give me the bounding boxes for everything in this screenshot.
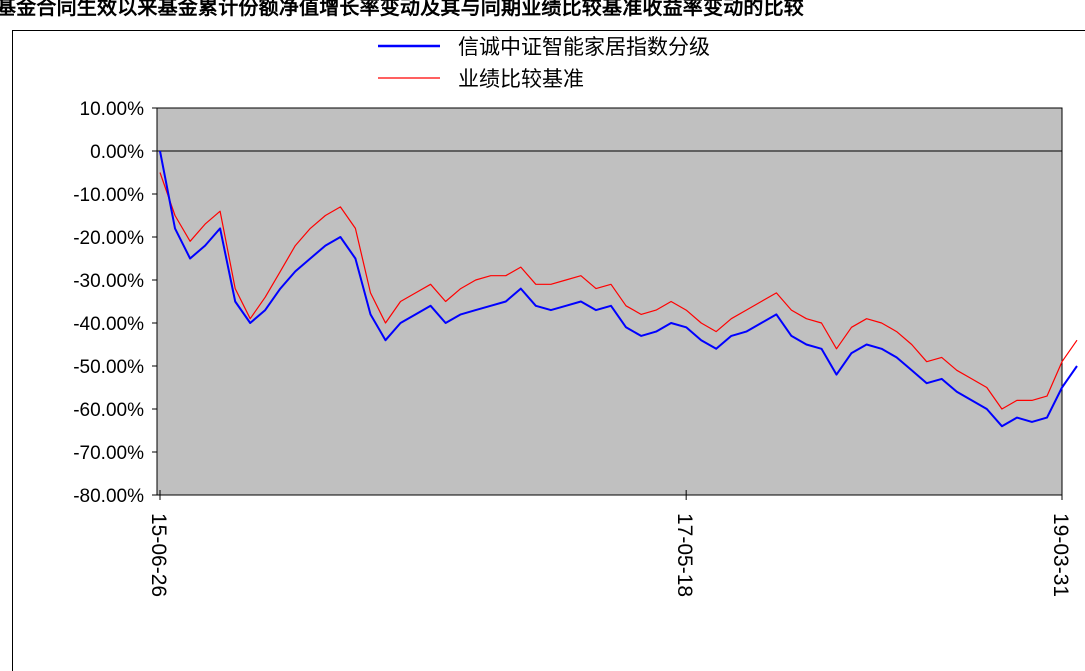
legend: 信诚中证智能家居指数分级 业绩比较基准 bbox=[378, 35, 710, 91]
y-tick-label: -60.00% bbox=[73, 400, 144, 421]
x-tick-label: 15-06-26 bbox=[147, 513, 170, 597]
x-tick-label: 19-03-31 bbox=[1049, 513, 1072, 597]
y-axis: 10.00% 0.00% -10.00% -20.00% -30.00% -40.00% -… bbox=[73, 99, 157, 507]
y-tick-label: -50.00% bbox=[73, 357, 144, 378]
y-tick-label: -30.00% bbox=[73, 271, 144, 292]
y-tick-label: -80.00% bbox=[73, 486, 144, 507]
legend-label-fund: 信诚中证智能家居指数分级 bbox=[458, 35, 710, 59]
page-title: 基金合同生效以来基金累计份额净值增长率变动及其与同期业绩比较基准收益率变动的比较 bbox=[0, 0, 804, 19]
x-tick-label: 17-05-18 bbox=[673, 513, 696, 597]
chart-frame bbox=[12, 30, 1085, 671]
fund-series-line bbox=[159, 150, 1078, 428]
plot-area bbox=[156, 107, 1063, 496]
benchmark-series-line bbox=[159, 172, 1078, 410]
y-tick-label: 10.00% bbox=[80, 99, 145, 120]
y-tick-label: 0.00% bbox=[90, 142, 144, 163]
y-tick-label: -70.00% bbox=[73, 443, 144, 464]
y-tick-label: -20.00% bbox=[73, 228, 144, 249]
series-lines bbox=[159, 150, 1078, 428]
x-axis: 15-06-26 17-05-18 19-03-31 bbox=[147, 490, 1072, 597]
y-tick-label: -10.00% bbox=[73, 185, 144, 206]
legend-label-benchmark: 业绩比较基准 bbox=[458, 67, 584, 91]
y-tick-label: -40.00% bbox=[73, 314, 144, 335]
